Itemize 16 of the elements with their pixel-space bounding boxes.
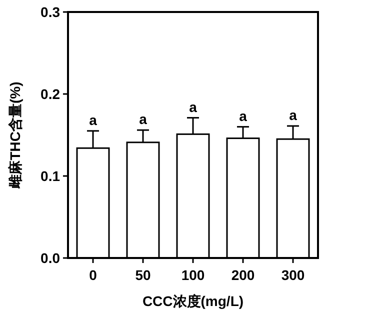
x-tick-label: 100 — [181, 267, 205, 283]
annotation: a — [289, 106, 298, 123]
x-tick-label: 300 — [281, 267, 305, 283]
x-tick-label: 200 — [231, 267, 255, 283]
y-tick-label: 0.2 — [40, 86, 60, 102]
annotation: a — [139, 111, 148, 128]
annotation: a — [189, 98, 198, 115]
y-tick-label: 0.3 — [40, 4, 60, 20]
y-axis-title: 雌麻THC含量(%) — [7, 82, 23, 190]
annotation: a — [89, 112, 98, 128]
y-tick-label: 0.0 — [40, 250, 60, 266]
x-tick-label: 0 — [89, 267, 98, 283]
x-axis-title: CCC浓度(mg/L) — [142, 293, 244, 309]
annotation: a — [239, 108, 248, 124]
y-tick-label: 0.1 — [40, 168, 60, 184]
x-tick-label: 50 — [135, 267, 151, 283]
